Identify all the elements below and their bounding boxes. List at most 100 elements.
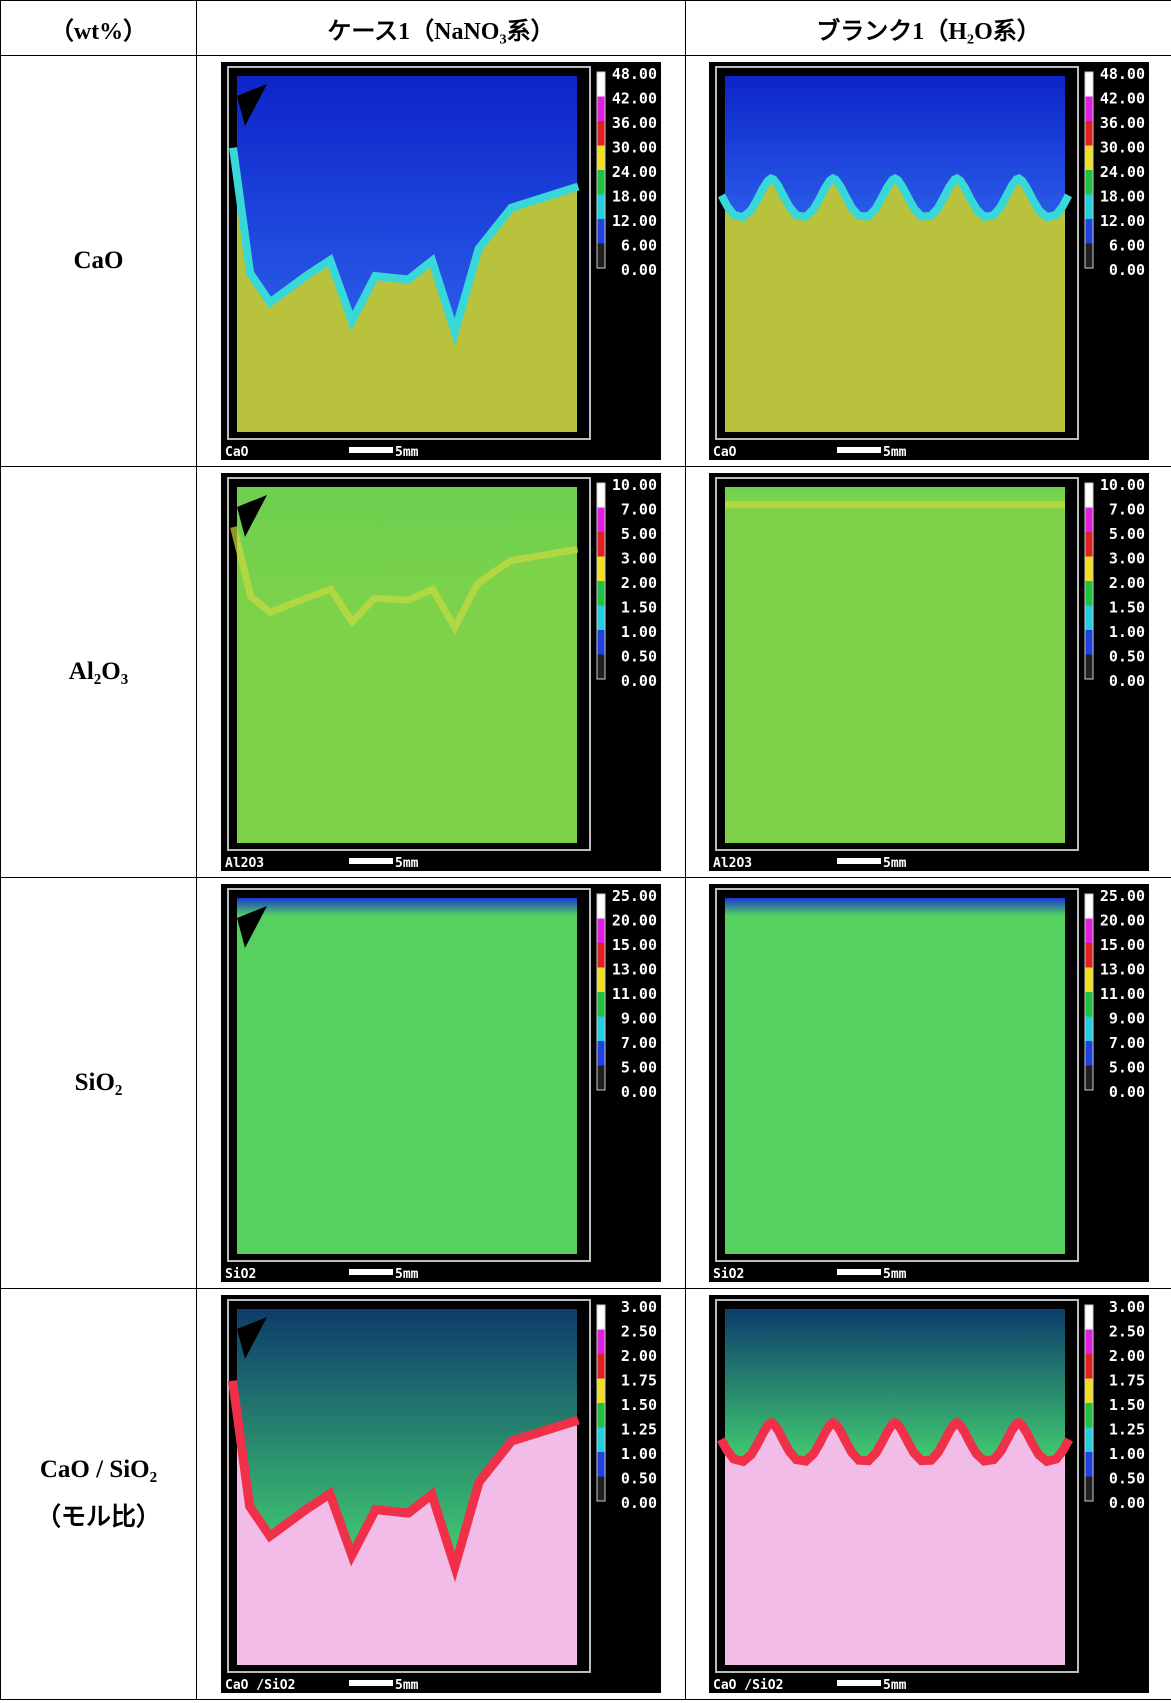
table-row: SiO₂ 25.00 20.00 15.00 13.00 11.00 9.00 7.00 5.0…	[0, 877, 1171, 1289]
row-label-cell: Al₂O₃	[0, 466, 197, 878]
color-bar-segment	[1084, 507, 1093, 532]
color-bar-segment	[597, 605, 605, 630]
scale-label: 0.00	[621, 1083, 657, 1101]
scale-label: 7.00	[621, 1034, 657, 1052]
header-cell: ブランク1（H₂O系）	[685, 0, 1171, 56]
crack	[237, 495, 267, 537]
color-bar-segment	[1084, 1378, 1093, 1403]
map-caption: CaO /SiO2	[713, 1678, 783, 1693]
scale-label: 36.00	[612, 114, 657, 132]
scale-label: 42.00	[612, 90, 657, 108]
map-cell: 10.00 7.00 5.00 3.00 2.00 1.50 1.00 0.50 0.00 Al2…	[196, 466, 686, 878]
color-bar-segment	[597, 1354, 605, 1379]
scale-label: 7.00	[1108, 501, 1144, 519]
scale-bar-label: 5mm	[395, 856, 419, 871]
map-frame	[227, 66, 591, 440]
color-bar-frame	[596, 71, 606, 269]
scale-label: 5.00	[1108, 1059, 1144, 1077]
scale-label: 0.00	[621, 1494, 657, 1512]
map-frame	[714, 888, 1079, 1262]
scale-bar	[349, 858, 393, 864]
scale-bar-label: 5mm	[883, 445, 907, 460]
map-cell: 25.00 20.00 15.00 13.00 11.00 9.00 7.00 5.00 0.0…	[685, 877, 1171, 1289]
map-cell: 3.00 2.50 2.00 1.75 1.50 1.25 1.00 0.50 0.00 CaO …	[196, 1288, 686, 1700]
scale-label: 1.00	[1108, 623, 1144, 641]
color-bar-segment	[597, 507, 605, 532]
scale-label: 9.00	[1108, 1010, 1144, 1028]
scale-label: 1.75	[1108, 1372, 1144, 1390]
color-bar-segment	[1084, 894, 1093, 919]
scale-label: 2.50	[621, 1323, 657, 1341]
color-bar-segment	[1084, 145, 1093, 170]
map-frame	[714, 66, 1079, 440]
scale-label: 7.00	[621, 501, 657, 519]
scale-label: 1.25	[621, 1421, 657, 1439]
scale-label: 15.00	[612, 936, 657, 954]
map-caption: SiO2	[713, 1267, 744, 1282]
color-bar-segment	[1084, 219, 1093, 244]
scale-label: 1.75	[621, 1372, 657, 1390]
element-map: 10.00 7.00 5.00 3.00 2.00 1.50 1.00 0.50 0.00 Al2…	[708, 473, 1149, 871]
color-bar-segment	[597, 532, 605, 557]
color-bar-frame	[1084, 1304, 1093, 1502]
scale-label: 1.00	[621, 623, 657, 641]
upper-zone	[237, 487, 577, 621]
upper-zone	[724, 1309, 1065, 1457]
scale-label: 3.00	[1108, 1298, 1144, 1316]
scale-label: 1.50	[1108, 1396, 1144, 1414]
row-label: （モル比）	[35, 1504, 161, 1531]
map-frame	[227, 1299, 591, 1673]
scale-label: 36.00	[1099, 114, 1144, 132]
color-bar-frame	[1084, 893, 1093, 1091]
upper-zone	[724, 76, 1065, 213]
color-bar-segment	[1084, 1305, 1093, 1330]
scale-bar-label: 5mm	[395, 1267, 419, 1282]
scale-label: 3.00	[621, 550, 657, 568]
crack	[237, 1317, 267, 1359]
scale-label: 18.00	[612, 188, 657, 206]
scale-label: 25.00	[612, 887, 657, 905]
scale-label: 20.00	[612, 912, 657, 930]
color-bar-segment	[597, 219, 605, 244]
scale-label: 12.00	[612, 212, 657, 230]
scale-label: 15.00	[1099, 936, 1144, 954]
color-bar-segment	[1084, 72, 1093, 97]
row-label: CaO	[73, 247, 124, 274]
map-frame	[714, 1299, 1079, 1673]
sample-base	[724, 898, 1065, 1254]
map-caption: CaO	[713, 445, 737, 460]
color-bar-segment	[1084, 1354, 1093, 1379]
scale-bar	[349, 1269, 393, 1275]
color-bar-segment	[597, 943, 605, 968]
map-frame	[227, 477, 591, 851]
scale-label: 6.00	[1108, 237, 1144, 255]
upper-zone	[237, 1309, 577, 1552]
color-bar-segment	[1084, 121, 1093, 146]
scale-label: 10.00	[1099, 476, 1144, 494]
scale-bar	[836, 1269, 881, 1275]
color-bar-segment	[1084, 556, 1093, 581]
scale-label: 0.00	[621, 261, 657, 279]
scale-label: 30.00	[1099, 139, 1144, 157]
color-bar-frame	[596, 482, 606, 680]
crack	[237, 906, 267, 948]
scale-label: 1.25	[1108, 1421, 1144, 1439]
color-bar-segment	[597, 243, 605, 268]
color-bar-segment	[1084, 605, 1093, 630]
upper-zone	[237, 898, 577, 916]
scale-bar	[836, 858, 881, 864]
scale-label: 3.00	[1108, 550, 1144, 568]
color-bar-segment	[597, 121, 605, 146]
row-label: CaO / SiO₂	[39, 1456, 158, 1483]
map-frame	[714, 477, 1079, 851]
crack	[237, 84, 267, 126]
map-cell: 25.00 20.00 15.00 13.00 11.00 9.00 7.00 5.00 0.0…	[196, 877, 686, 1289]
transition-band	[230, 524, 579, 635]
scale-label: 18.00	[1099, 188, 1144, 206]
scale-label: 3.00	[621, 1298, 657, 1316]
color-bar-segment	[597, 483, 605, 508]
scale-label: 1.50	[621, 1396, 657, 1414]
color-bar-segment	[1084, 243, 1093, 268]
scale-label: 13.00	[612, 961, 657, 979]
scale-label: 2.00	[621, 1347, 657, 1365]
